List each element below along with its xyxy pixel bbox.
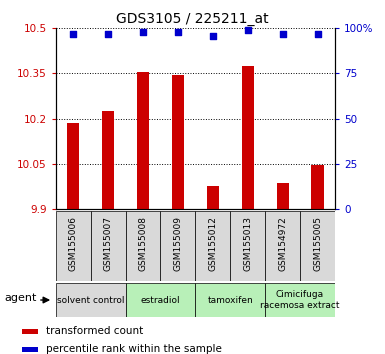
Bar	[276, 183, 289, 209]
Text: GSM155005: GSM155005	[313, 216, 322, 271]
Bar	[172, 75, 184, 209]
Text: tamoxifen: tamoxifen	[208, 296, 253, 304]
Text: GSM154972: GSM154972	[278, 216, 287, 271]
Bar	[207, 186, 219, 209]
Bar	[22, 347, 38, 352]
Text: Cimicifuga
racemosa extract: Cimicifuga racemosa extract	[260, 290, 340, 310]
Bar	[102, 111, 114, 209]
Bar	[195, 283, 265, 317]
Bar	[161, 211, 195, 281]
Text: GSM155013: GSM155013	[243, 216, 252, 271]
Text: GSM155008: GSM155008	[139, 216, 147, 271]
Point	[244, 27, 251, 33]
Bar	[91, 211, 126, 281]
Bar	[126, 211, 161, 281]
Bar	[22, 329, 38, 335]
Text: agent: agent	[5, 293, 37, 303]
Text: GDS3105 / 225211_at: GDS3105 / 225211_at	[116, 12, 269, 27]
Point	[70, 31, 76, 36]
Text: GSM155006: GSM155006	[69, 216, 78, 271]
Text: GSM155012: GSM155012	[208, 216, 218, 271]
Point	[140, 29, 146, 35]
Bar	[265, 283, 335, 317]
Bar	[56, 211, 91, 281]
Bar	[230, 211, 265, 281]
Text: estradiol: estradiol	[141, 296, 180, 304]
Bar	[242, 66, 254, 209]
Bar	[137, 72, 149, 209]
Point	[280, 31, 286, 36]
Point	[105, 31, 111, 36]
Point	[175, 29, 181, 35]
Text: percentile rank within the sample: percentile rank within the sample	[45, 344, 221, 354]
Text: solvent control: solvent control	[57, 296, 124, 304]
Bar	[126, 283, 195, 317]
Bar	[311, 165, 324, 209]
Bar	[56, 283, 126, 317]
Bar	[265, 211, 300, 281]
Bar	[67, 123, 79, 209]
Text: transformed count: transformed count	[45, 326, 143, 336]
Point	[210, 33, 216, 38]
Bar	[195, 211, 230, 281]
Text: GSM155009: GSM155009	[173, 216, 182, 271]
Text: GSM155007: GSM155007	[104, 216, 113, 271]
Point	[315, 31, 321, 36]
Bar	[300, 211, 335, 281]
